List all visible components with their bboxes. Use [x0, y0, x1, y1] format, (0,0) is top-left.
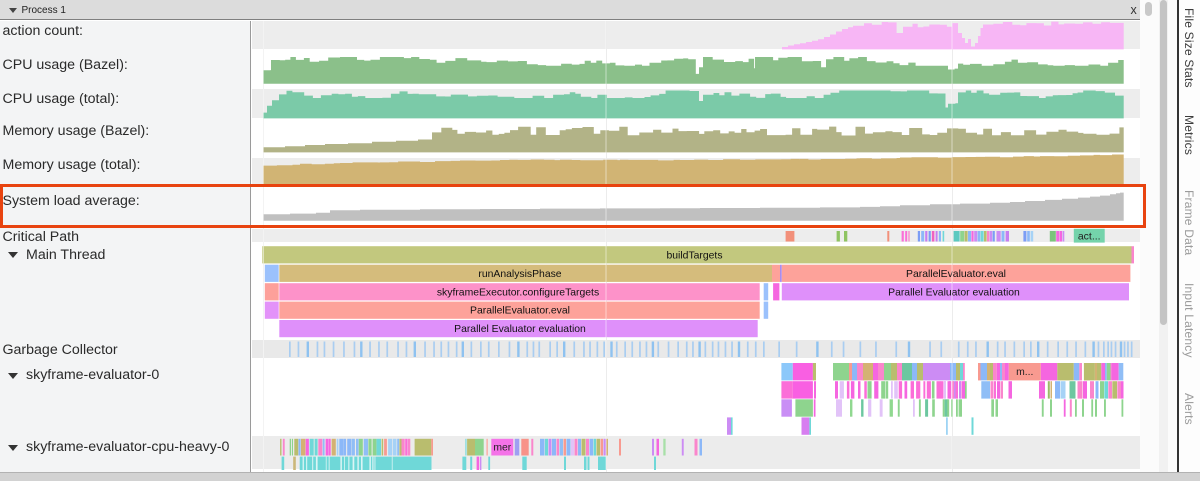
svg-text:m...: m... [1016, 367, 1033, 378]
svg-text:buildTargets: buildTargets [666, 250, 722, 261]
svg-text:skyframeExecutor.configureTarg: skyframeExecutor.configureTargets [437, 287, 599, 298]
svg-text:runAnalysisPhase: runAnalysisPhase [478, 269, 561, 280]
svg-text:mer: mer [493, 443, 511, 454]
svg-text:Parallel Evaluator evaluation: Parallel Evaluator evaluation [454, 324, 586, 335]
svg-text:ParallelEvaluator.eval: ParallelEvaluator.eval [470, 306, 570, 317]
svg-text:ParallelEvaluator.eval: ParallelEvaluator.eval [906, 269, 1006, 280]
svg-text:Parallel Evaluator evaluation: Parallel Evaluator evaluation [888, 287, 1020, 298]
svg-text:act...: act... [1078, 231, 1101, 243]
